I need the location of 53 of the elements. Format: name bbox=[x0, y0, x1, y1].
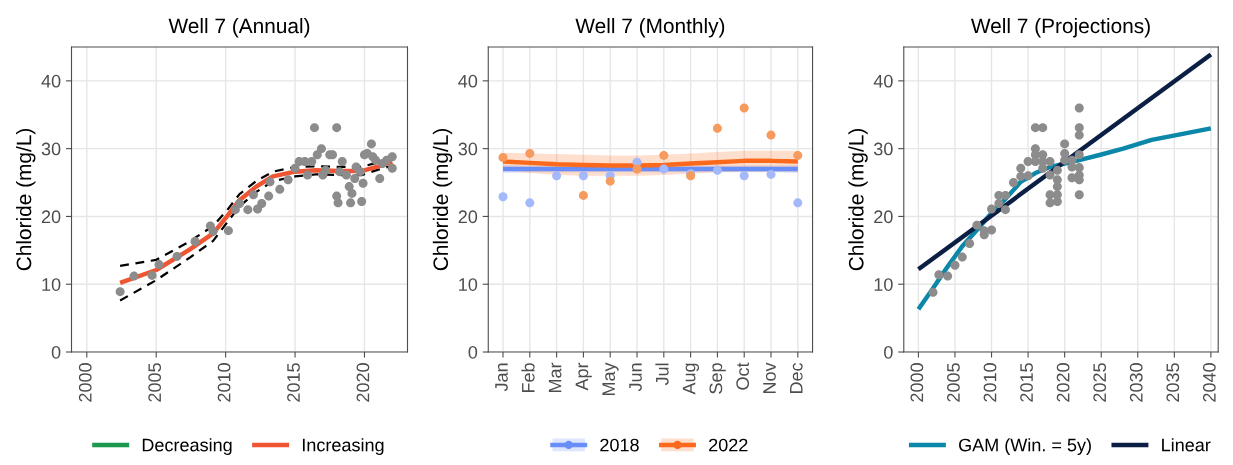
x-tick-label: Oct bbox=[736, 362, 750, 390]
x-tick-label: 2030 bbox=[1129, 363, 1143, 402]
x-tick-label: 2000 bbox=[910, 363, 924, 402]
chart-title: Well 7 (Annual) bbox=[168, 17, 310, 38]
x-tick-label: 2005 bbox=[947, 363, 960, 402]
x-tick-label: 2010 bbox=[217, 363, 231, 402]
y-axis-title: Chloride (mg/L) bbox=[16, 128, 36, 271]
x-tick-label: 2025 bbox=[1093, 363, 1107, 402]
y-tick-label: 40 bbox=[873, 74, 893, 88]
chart-title: Well 7 (Monthly) bbox=[575, 17, 725, 38]
x-tick-label: 2015 bbox=[1020, 363, 1033, 402]
y-tick-label: 10 bbox=[459, 278, 478, 291]
y-tick-label: 30 bbox=[458, 142, 478, 156]
x-tick-label: Jan bbox=[495, 363, 508, 392]
legend-label: Linear bbox=[1162, 438, 1211, 452]
y-tick-label: 0 bbox=[884, 345, 893, 359]
y-tick-label: 40 bbox=[41, 74, 61, 88]
legend-label: Decreasing bbox=[142, 438, 232, 455]
y-axis-title: Chloride (mg/L) bbox=[432, 128, 453, 271]
x-tick-label: 2015 bbox=[287, 363, 300, 402]
x-tick-label: Jul bbox=[655, 363, 669, 386]
x-tick-label: Apr bbox=[575, 362, 592, 391]
y-tick-label: 30 bbox=[41, 142, 61, 156]
legend-label: Increasing bbox=[302, 438, 384, 455]
x-tick-label: 2000 bbox=[78, 363, 92, 402]
y-tick-label: 10 bbox=[42, 278, 61, 291]
x-tick-label: Dec bbox=[790, 362, 803, 394]
y-tick-label: 0 bbox=[468, 345, 478, 359]
legend-label: 2018 bbox=[600, 438, 639, 452]
x-tick-label: Feb bbox=[521, 363, 535, 393]
x-tick-label: Aug bbox=[682, 363, 700, 395]
x-tick-label: 2010 bbox=[983, 363, 997, 402]
x-tick-label: 2020 bbox=[356, 363, 370, 402]
x-tick-label: Nov bbox=[763, 362, 776, 394]
y-tick-label: 20 bbox=[41, 210, 61, 224]
y-tick-label: 0 bbox=[51, 345, 61, 359]
legend-label: 2022 bbox=[709, 438, 748, 452]
x-tick-label: 2020 bbox=[1056, 363, 1070, 402]
x-tick-label: 2040 bbox=[1202, 363, 1216, 402]
y-tick-label: 20 bbox=[458, 210, 478, 224]
legend-label: GAM (Win. = 5y) bbox=[959, 438, 1091, 455]
y-axis-title: Chloride (mg/L) bbox=[848, 128, 868, 271]
x-tick-label: 2035 bbox=[1166, 363, 1180, 402]
chart-title: Well 7 (Projections) bbox=[970, 17, 1150, 38]
y-tick-label: 10 bbox=[874, 278, 893, 291]
x-tick-label: Sep bbox=[709, 363, 726, 394]
x-tick-label: May bbox=[602, 362, 619, 396]
x-tick-label: 2005 bbox=[148, 363, 162, 402]
x-tick-label: Mar bbox=[548, 362, 562, 393]
y-tick-label: 30 bbox=[873, 142, 893, 156]
y-tick-label: 40 bbox=[458, 74, 478, 88]
y-tick-label: 20 bbox=[874, 210, 893, 224]
x-tick-label: Jun bbox=[629, 363, 642, 392]
